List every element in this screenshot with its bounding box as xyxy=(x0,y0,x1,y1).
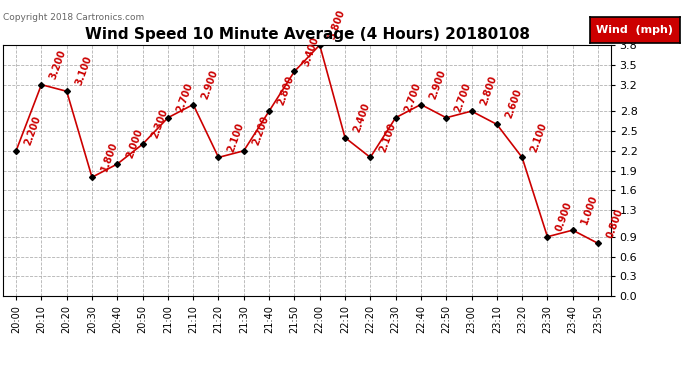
Text: 2.200: 2.200 xyxy=(23,114,43,147)
Text: 2.700: 2.700 xyxy=(402,81,422,114)
Text: 2.100: 2.100 xyxy=(377,121,397,153)
Text: 1.000: 1.000 xyxy=(580,194,600,226)
Text: 2.300: 2.300 xyxy=(150,108,170,140)
Text: 3.200: 3.200 xyxy=(48,48,68,81)
Text: 2.700: 2.700 xyxy=(175,81,195,114)
Text: 2.900: 2.900 xyxy=(200,68,220,100)
Title: Wind Speed 10 Minute Average (4 Hours) 20180108: Wind Speed 10 Minute Average (4 Hours) 2… xyxy=(85,27,529,42)
Text: 2.000: 2.000 xyxy=(124,128,144,160)
Text: 2.600: 2.600 xyxy=(504,88,524,120)
Text: 0.800: 0.800 xyxy=(605,207,625,239)
Text: 3.100: 3.100 xyxy=(74,55,94,87)
Text: 2.100: 2.100 xyxy=(226,121,246,153)
Text: Copyright 2018 Cartronics.com: Copyright 2018 Cartronics.com xyxy=(3,13,145,22)
Text: 2.800: 2.800 xyxy=(276,75,296,107)
Text: 2.800: 2.800 xyxy=(478,75,498,107)
Text: Wind  (mph): Wind (mph) xyxy=(596,25,673,35)
Text: 3.400: 3.400 xyxy=(302,35,322,67)
Text: 2.400: 2.400 xyxy=(352,101,372,134)
Text: 2.100: 2.100 xyxy=(529,121,549,153)
Text: 0.900: 0.900 xyxy=(554,200,574,232)
Text: 1.800: 1.800 xyxy=(99,141,119,173)
Text: 3.800: 3.800 xyxy=(326,8,346,41)
Text: 2.900: 2.900 xyxy=(428,68,448,100)
Text: 2.200: 2.200 xyxy=(250,114,270,147)
Text: 2.700: 2.700 xyxy=(453,81,473,114)
